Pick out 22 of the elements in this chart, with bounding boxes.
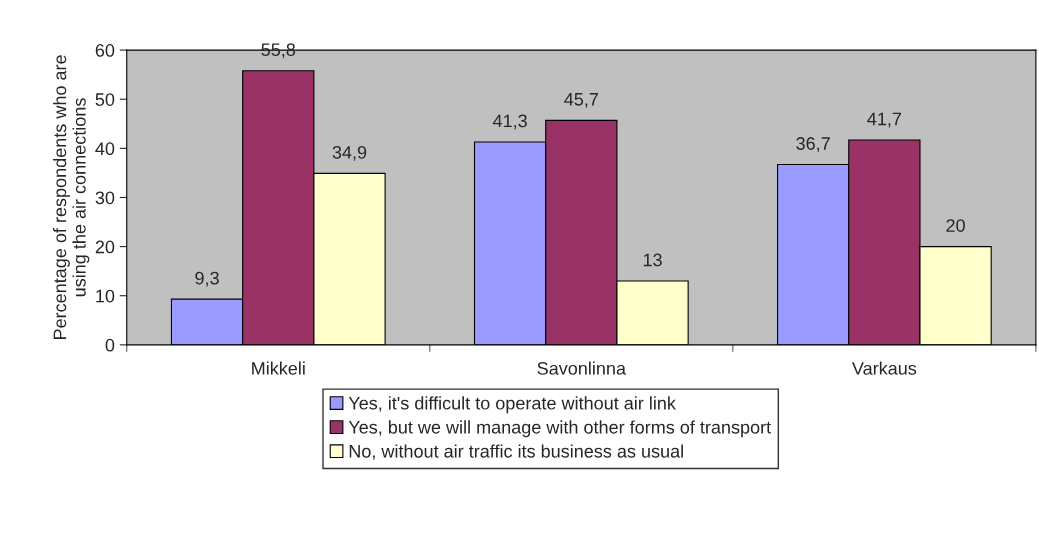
y-tick-label: 50: [95, 93, 115, 106]
data-label: 36,7: [796, 137, 830, 153]
x-tick-label: Mikkeli: [252, 361, 305, 375]
legend-label: Yes, but we will manage with other forms of transport: [348, 420, 771, 438]
x-tick-label: Savonlinna: [537, 361, 626, 375]
y-axis-title: Percentage of respondents who are using the air connections: [53, 55, 90, 340]
data-label: 13: [643, 253, 662, 267]
y-tick-label: 20: [95, 240, 115, 254]
data-label: 34,9: [332, 145, 367, 161]
y-tick-label: 40: [95, 142, 115, 156]
data-label: 9,3: [195, 271, 219, 287]
x-tick-label: Varkaus: [851, 361, 917, 375]
y-tick-label: 0: [105, 338, 115, 352]
y-tick-label: 30: [95, 191, 115, 205]
data-label: 45,7: [564, 93, 598, 108]
data-label: 41,3: [492, 114, 527, 130]
legend-label: No, without air traffic its business as usual: [349, 444, 683, 460]
y-tick-label: 60: [95, 44, 115, 57]
data-label: 41,7: [867, 112, 902, 128]
data-label: 20: [946, 219, 965, 232]
legend-label: Yes, it's difficult to operate without air link: [348, 396, 676, 414]
y-tick-label: 10: [96, 289, 115, 303]
